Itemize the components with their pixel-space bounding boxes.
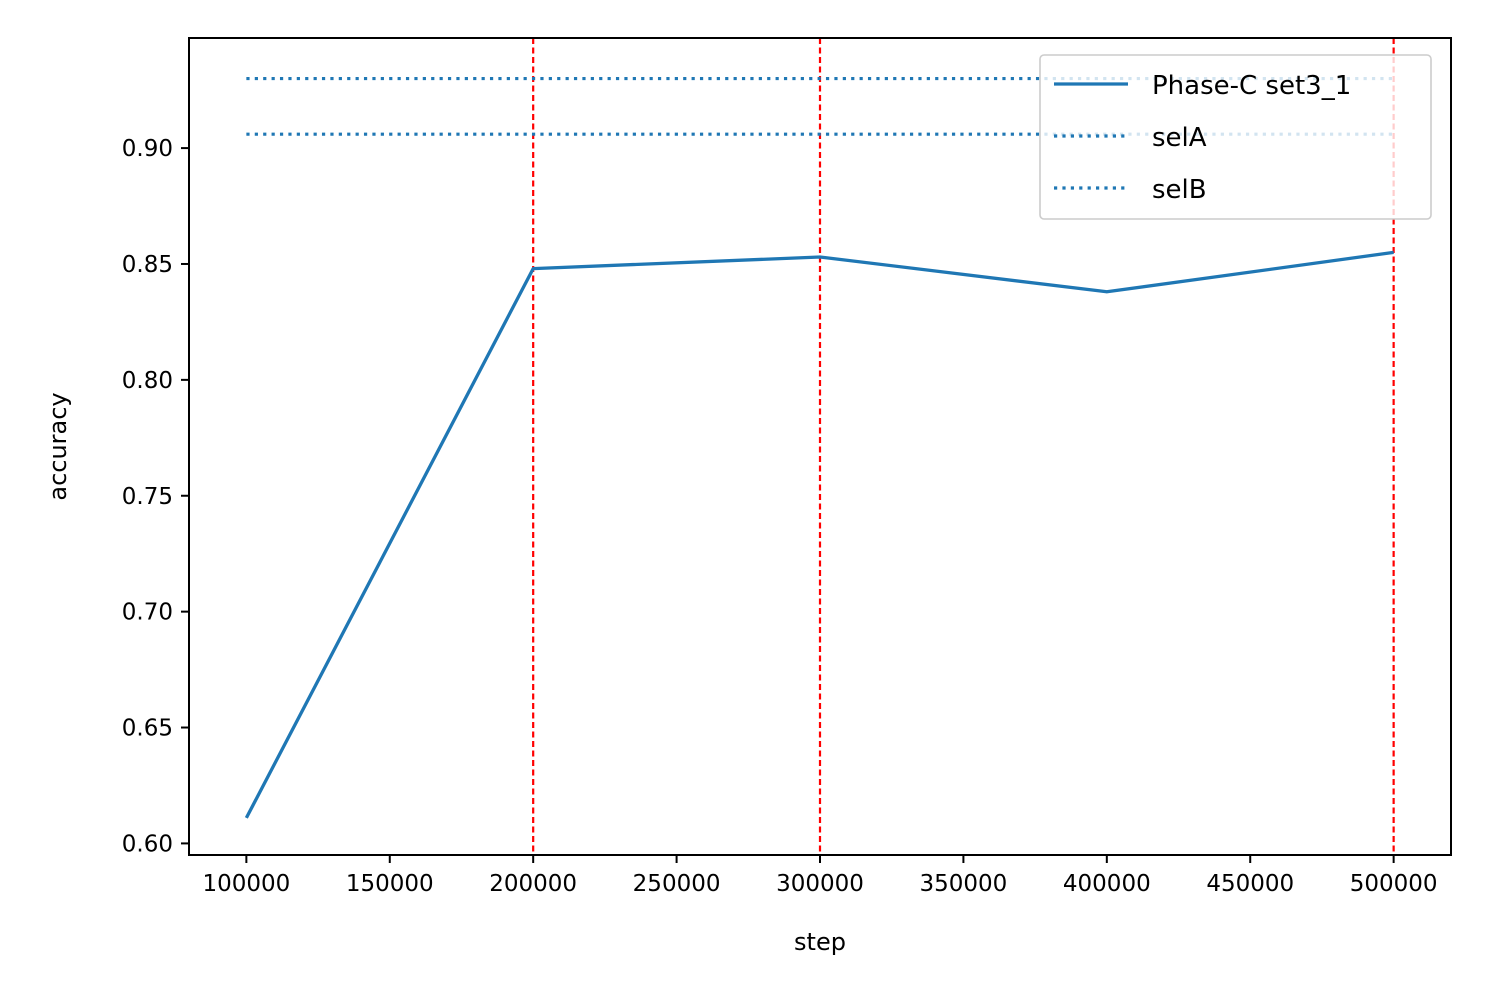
x-axis-title: step [794,928,846,956]
x-tick-label-3: 250000 [633,871,721,897]
y-tick-label-0: 0.60 [122,831,173,857]
legend-box [1039,54,1432,220]
legend-label-1: selA [1152,123,1207,153]
reference-lines [246,76,1394,136]
x-axis-ticks: 100000 150000 200000 250000 300000 350000 4000… [202,855,1438,897]
y-tick-label-2: 0.70 [122,600,173,626]
series-layer [244,250,1394,819]
y-axis-title: accuracy [44,392,72,500]
y-tick-label-6: 0.90 [122,136,173,162]
x-tick-label-8: 500000 [1350,871,1438,897]
legend-label-2: selB [1152,175,1207,205]
x-tick-label-7: 450000 [1206,871,1294,897]
x-tick-label-2: 200000 [489,871,577,897]
y-tick-label-3: 0.75 [122,484,173,510]
y-axis-ticks: 0.60 0.65 0.70 0.75 0.80 0.85 0.90 [122,136,189,857]
y-tick-label-1: 0.65 [122,716,173,742]
x-tick-label-4: 300000 [776,871,864,897]
x-tick-label-5: 350000 [920,871,1008,897]
y-tick-label-5: 0.85 [122,252,173,278]
x-tick-label-1: 150000 [346,871,434,897]
legend-label-0: Phase-C set3_1 [1152,71,1351,101]
x-tick-label-6: 400000 [1063,871,1151,897]
legend: Phase-C set3_1 selA selB [1039,54,1432,220]
y-tick-label-4: 0.80 [122,368,173,394]
x-tick-label-0: 100000 [202,871,290,897]
